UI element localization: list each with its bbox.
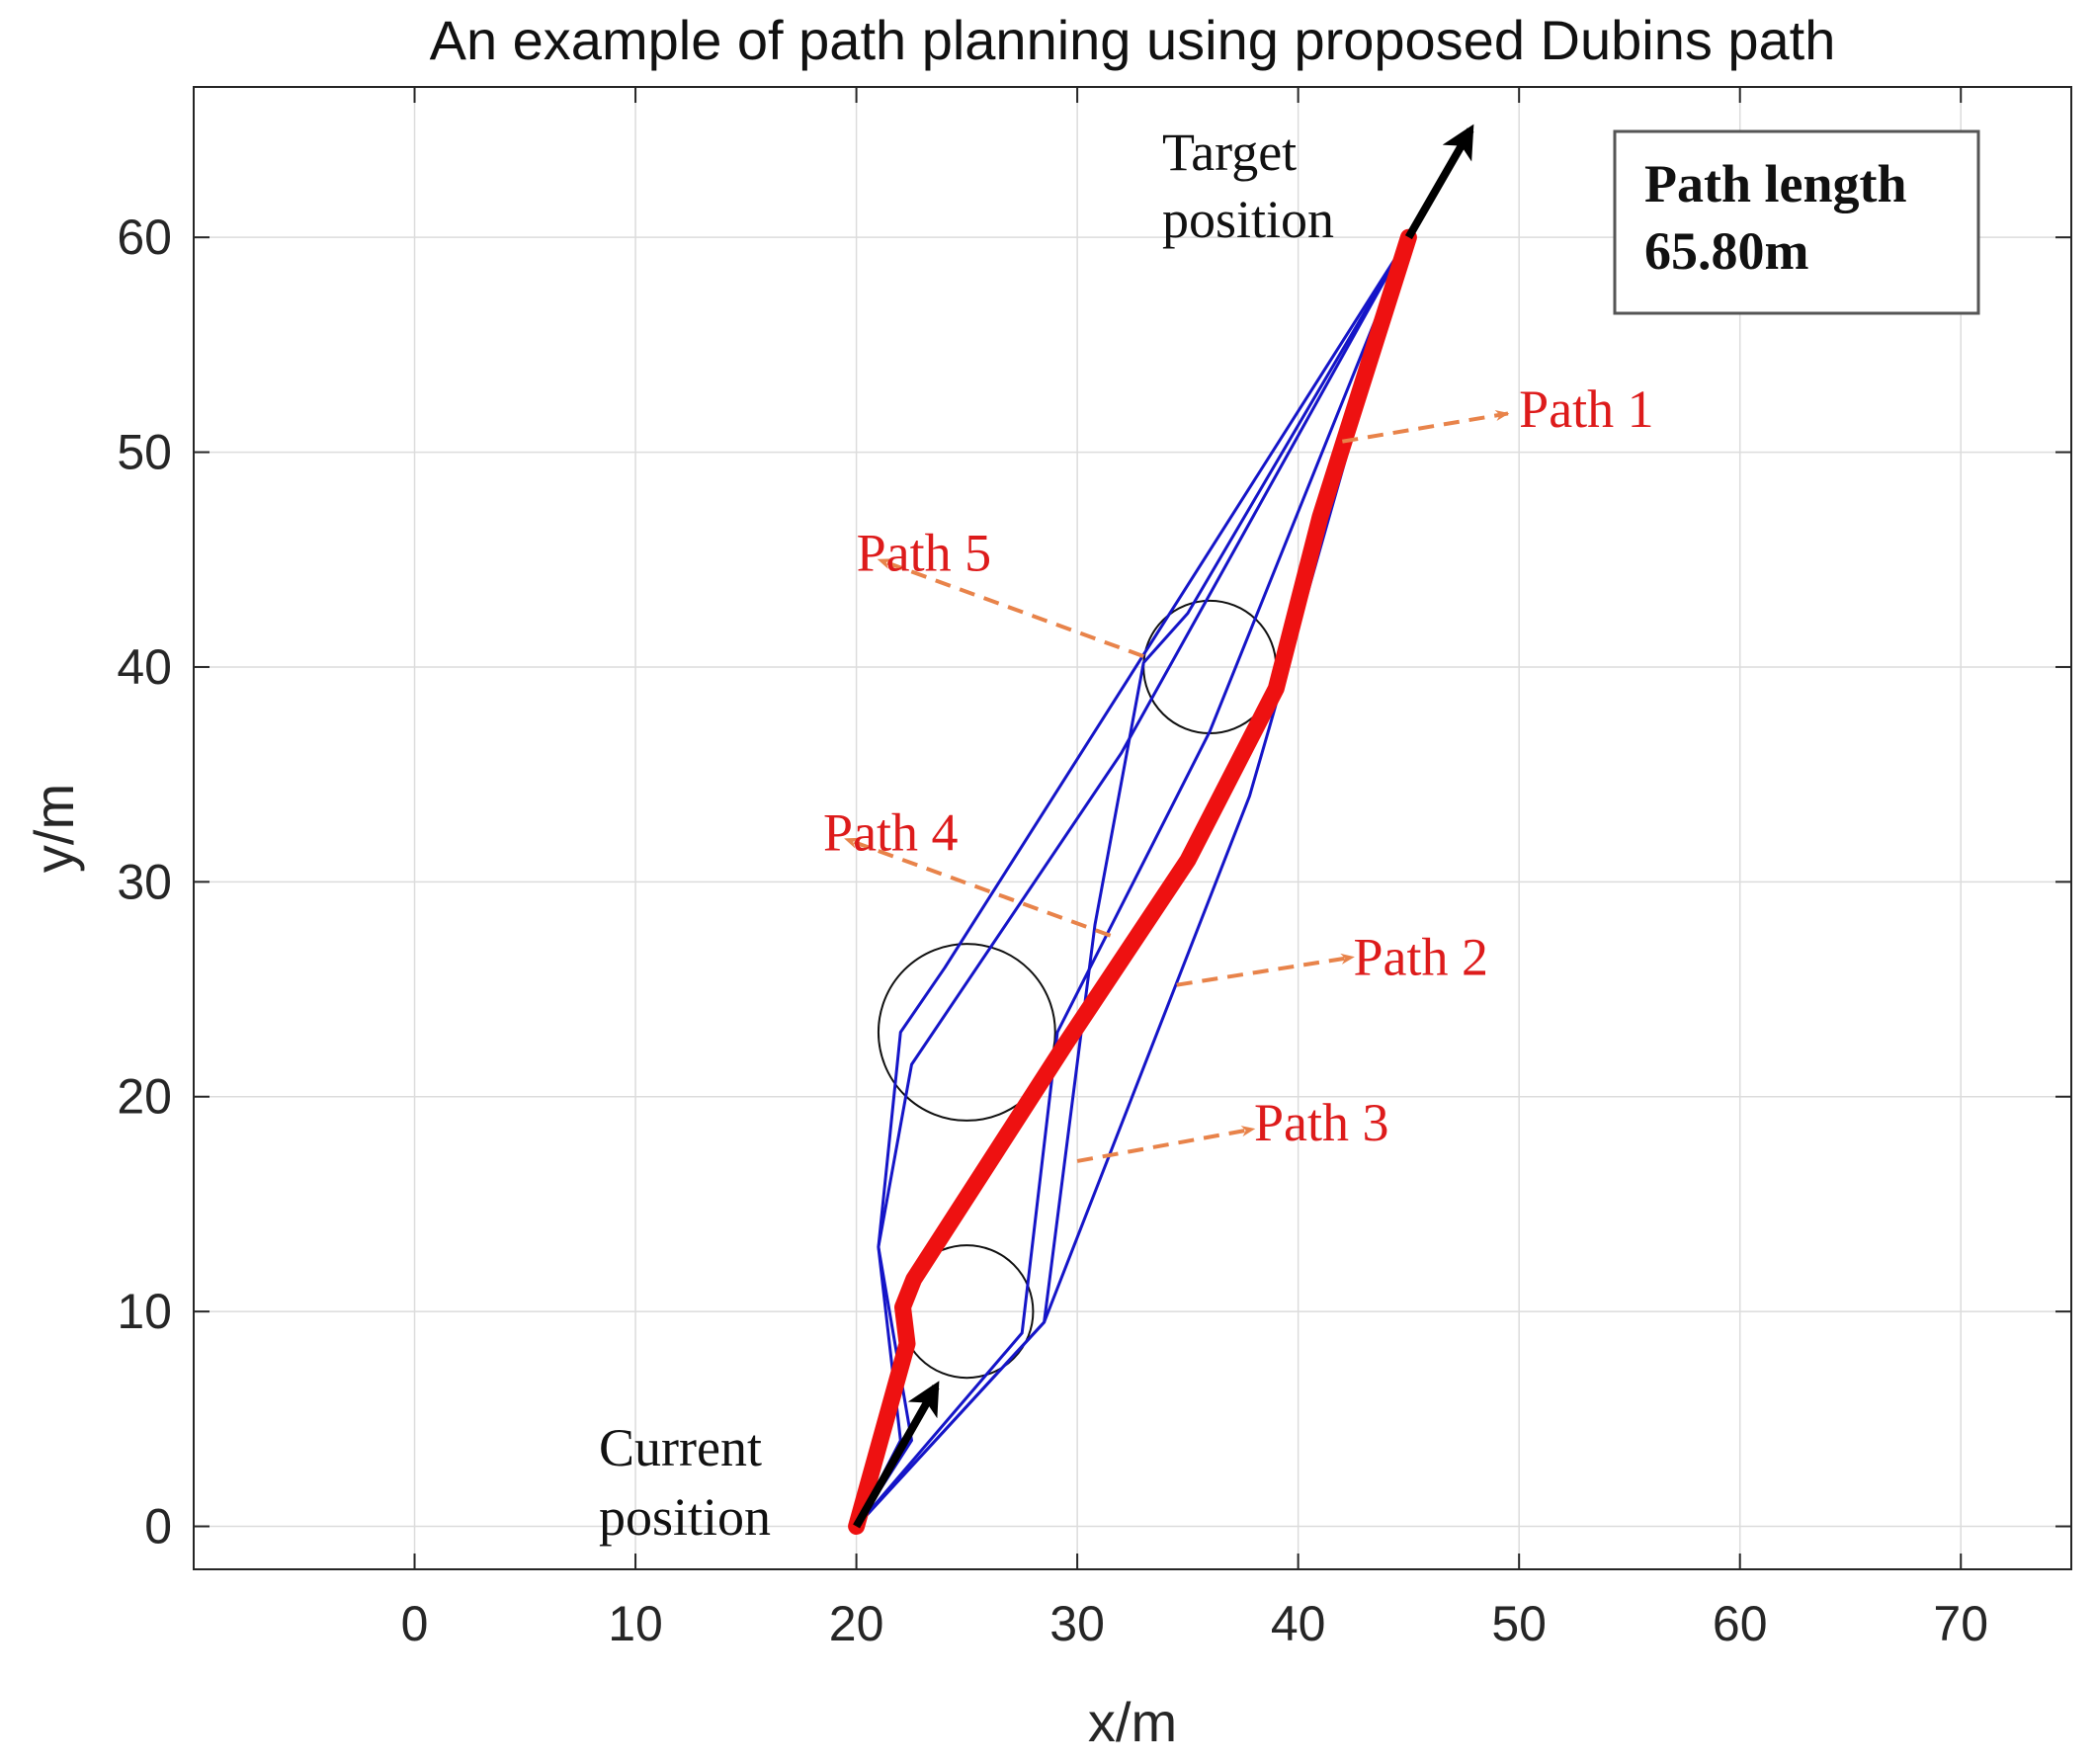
y-tick-label-20: 20 (117, 1069, 172, 1125)
axis-ticks: 0 10 20 30 40 50 60 70 0 10 20 30 40 50 60 (117, 87, 2071, 1651)
x-tick-label-50: 50 (1491, 1596, 1547, 1651)
x-tick-label-10: 10 (608, 1596, 663, 1651)
plot-background (194, 87, 2071, 1569)
path-1-label: Path 1 (1519, 379, 1654, 439)
x-tick-label-40: 40 (1271, 1596, 1326, 1651)
path-4-label: Path 4 (823, 802, 959, 862)
path-2-line (855, 236, 1410, 1528)
target-heading-arrow (1404, 124, 1474, 240)
x-tick-label-30: 30 (1049, 1596, 1105, 1651)
y-tick-label-10: 10 (117, 1284, 172, 1339)
plot-frame (193, 86, 2072, 1570)
path-3-label: Path 3 (1254, 1093, 1389, 1152)
path-2-annotation-arrow (1176, 953, 1355, 987)
chart-title: An example of path planning using propos… (430, 9, 1836, 71)
path-length-value: 65.80m (1644, 221, 1809, 281)
path-5-annotation-arrow (877, 557, 1144, 658)
path-annotations: Path 1 Path 2 Path 3 Path 4 Path 5 (823, 379, 1654, 1163)
path-length-box: Path length 65.80m (1613, 129, 1980, 315)
start-label-line2: position (599, 1487, 771, 1547)
path-length-title: Path length (1644, 154, 1907, 213)
optimal-path (848, 228, 1417, 1535)
x-tick-label-60: 60 (1713, 1596, 1768, 1651)
path-5-label: Path 5 (857, 524, 992, 583)
path-4-annotation-arrow (844, 836, 1112, 938)
y-tick-label-60: 60 (117, 210, 172, 265)
start-label-line1: Current (599, 1418, 762, 1477)
path-3-line (855, 236, 1410, 1528)
target-label: Target position (1162, 123, 1334, 249)
path-4-line (855, 236, 1410, 1528)
y-tick-label-30: 30 (117, 854, 172, 909)
start-heading-arrow (853, 1381, 940, 1529)
path-length-box-frame (1613, 129, 1980, 315)
y-tick-label-40: 40 (117, 639, 172, 695)
x-tick-label-20: 20 (829, 1596, 884, 1651)
target-label-line1: Target (1162, 123, 1297, 182)
path-1-annotation-arrow (1342, 410, 1510, 444)
optimal-path-line (848, 228, 1417, 1535)
path-2-label: Path 2 (1354, 927, 1489, 986)
start-label: Current position (599, 1418, 771, 1547)
target-label-line2: position (1162, 190, 1334, 249)
y-tick-label-0: 0 (144, 1499, 172, 1554)
y-axis-label: y/m (23, 784, 85, 873)
x-tick-label-70: 70 (1933, 1596, 1988, 1651)
y-tick-label-50: 50 (117, 425, 172, 480)
heading-arrows (853, 124, 1474, 1529)
obstacle-circle-2 (877, 943, 1056, 1122)
x-axis-label: x/m (1088, 1691, 1177, 1753)
x-tick-label-0: 0 (401, 1596, 429, 1651)
path-3-annotation-arrow (1076, 1126, 1256, 1163)
